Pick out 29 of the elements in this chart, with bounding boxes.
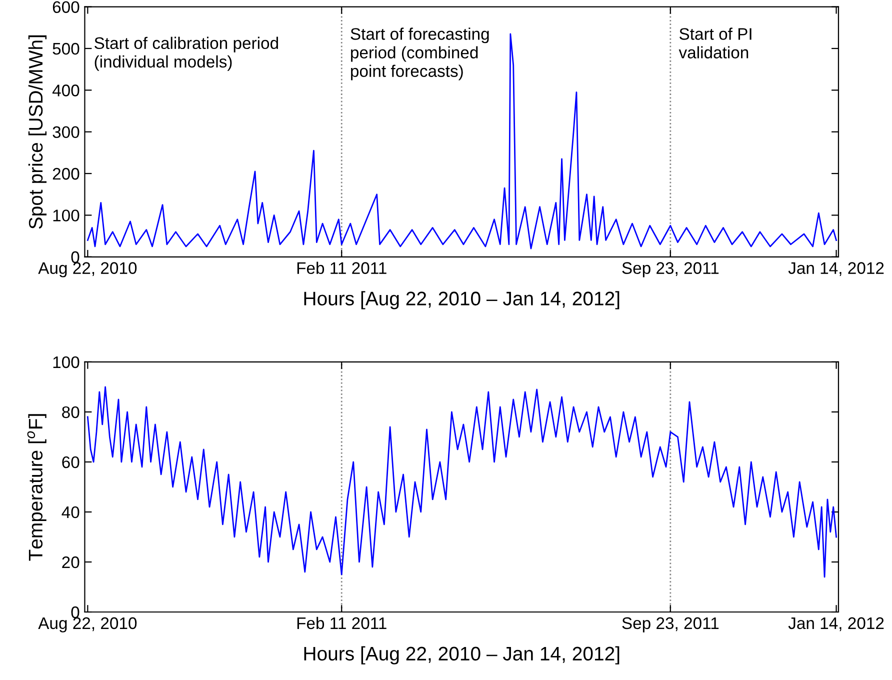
annotation: Start of forecasting period (combined point forecasts): [350, 28, 489, 80]
annotation: Start of calibration period (individual models): [94, 36, 278, 71]
y-tick-label: 0: [71, 251, 80, 264]
y-axis-title: Temperature [$^{o}$F]: [27, 414, 46, 561]
x-tick-label: Aug 22, 2010: [38, 262, 137, 278]
x-tick-label: Sep 23, 2011: [622, 617, 719, 632]
x-axis-title: Hours [Aug 22, 2010 – Jan 14, 2012]: [304, 291, 620, 310]
x-tick-label: Sep 23, 2011: [622, 262, 719, 278]
y-axis-title: Spot price [USD/MWh]: [28, 35, 47, 229]
x-tick-label: Jan 14, 2012: [788, 262, 884, 276]
y-tick-label: 80: [62, 406, 80, 418]
line-series: [86, 386, 837, 578]
y-tick-label: 0: [71, 606, 80, 618]
x-axis-title: Hours [Aug 22, 2010 – Jan 14, 2012]: [304, 646, 620, 664]
annotation: Start of PI validation: [678, 28, 752, 58]
y-tick-label: 300: [52, 126, 80, 138]
x-tick-label: Feb 11 2011: [297, 616, 386, 630]
y-tick-label: 40: [62, 506, 80, 518]
x-tick-label: Jan 14, 2012: [788, 617, 884, 632]
y-tick-label: 400: [52, 84, 80, 96]
y-tick-label: 20: [62, 556, 80, 568]
x-tick-label: Feb 11 2011: [297, 262, 386, 274]
x-tick-label: Aug 22, 2010: [38, 617, 137, 632]
y-tick-label: 100: [53, 210, 80, 222]
y-tick-label: 600: [52, 1, 80, 14]
y-tick-label: 100: [53, 356, 80, 368]
y-tick-label: 500: [52, 42, 80, 55]
y-tick-label: 200: [52, 168, 80, 180]
y-tick-label: 60: [62, 456, 80, 468]
